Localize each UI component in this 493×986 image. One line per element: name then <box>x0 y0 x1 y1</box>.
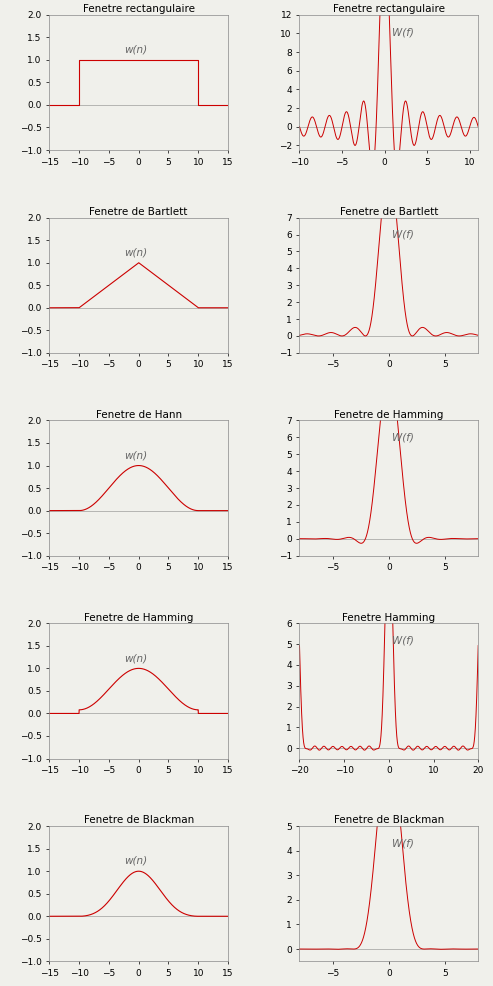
Text: w(n): w(n) <box>124 653 147 664</box>
Title: Fenetre de Hamming: Fenetre de Hamming <box>84 612 193 622</box>
Text: W(f): W(f) <box>392 838 414 848</box>
Text: W(f): W(f) <box>392 27 414 37</box>
Text: W(f): W(f) <box>392 636 414 646</box>
Text: W(f): W(f) <box>392 433 414 443</box>
Text: w(n): w(n) <box>124 451 147 460</box>
Title: Fenetre rectangulaire: Fenetre rectangulaire <box>333 4 445 14</box>
Text: w(n): w(n) <box>124 247 147 257</box>
Title: Fenetre de Bartlett: Fenetre de Bartlett <box>89 207 188 217</box>
Text: w(n): w(n) <box>124 44 147 54</box>
Title: Fenetre Hamming: Fenetre Hamming <box>342 612 435 622</box>
Title: Fenetre rectangulaire: Fenetre rectangulaire <box>83 4 195 14</box>
Text: W(f): W(f) <box>392 230 414 240</box>
Title: Fenetre de Blackman: Fenetre de Blackman <box>334 815 444 825</box>
Title: Fenetre de Hann: Fenetre de Hann <box>96 409 182 420</box>
Text: w(n): w(n) <box>124 856 147 866</box>
Title: Fenetre de Hamming: Fenetre de Hamming <box>334 409 444 420</box>
Title: Fenetre de Blackman: Fenetre de Blackman <box>83 815 194 825</box>
Title: Fenetre de Bartlett: Fenetre de Bartlett <box>340 207 438 217</box>
